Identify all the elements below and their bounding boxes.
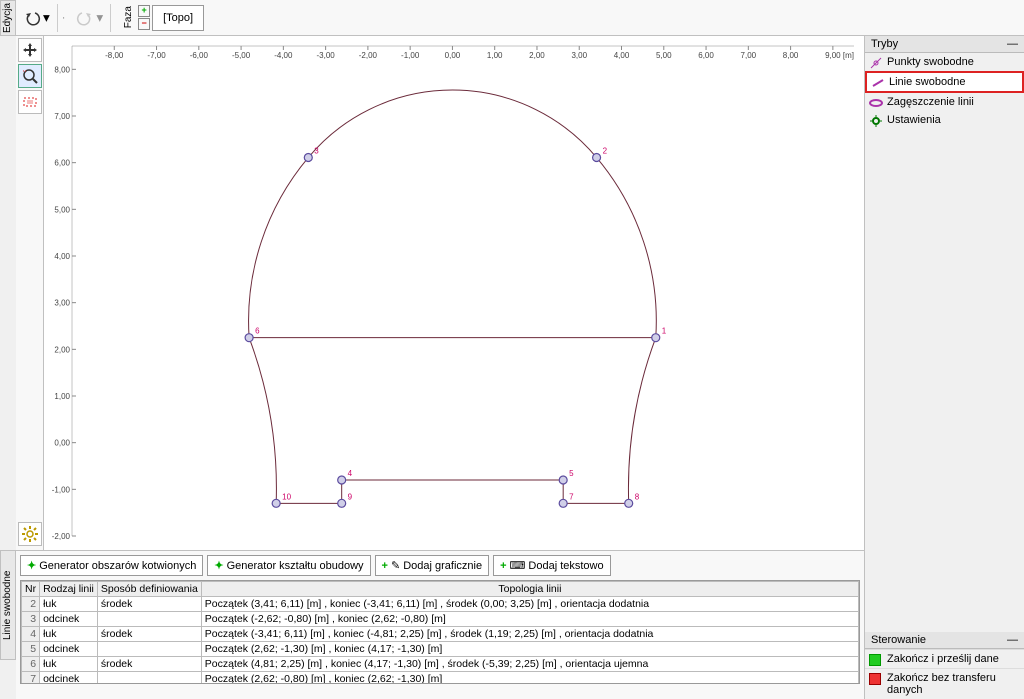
edycja-tab[interactable]: Edycja bbox=[0, 0, 16, 36]
finish-cancel-button[interactable]: Zakończ bez transferu danych bbox=[865, 668, 1024, 699]
svg-text:4,00: 4,00 bbox=[614, 51, 630, 60]
svg-text:2: 2 bbox=[603, 147, 608, 156]
topo-button[interactable]: [Topo] bbox=[152, 5, 204, 31]
svg-text:3,00: 3,00 bbox=[54, 299, 70, 308]
svg-text:-6,00: -6,00 bbox=[190, 51, 209, 60]
svg-text:5,00: 5,00 bbox=[656, 51, 672, 60]
bottom-panel: ✦Generator obszarów kotwionych ✦Generato… bbox=[16, 550, 864, 699]
add-graphic-button[interactable]: +✎ Dodaj graficznie bbox=[375, 555, 490, 576]
pan-tool[interactable] bbox=[18, 38, 42, 62]
col-nr: Nr bbox=[22, 582, 40, 597]
minimize-icon[interactable]: — bbox=[1007, 38, 1018, 50]
redo-button[interactable]: ▾ bbox=[71, 4, 108, 32]
toolbar-sep2 bbox=[110, 4, 119, 32]
svg-text:3,00: 3,00 bbox=[571, 51, 587, 60]
svg-text:-2,00: -2,00 bbox=[359, 51, 378, 60]
gen-shape-button[interactable]: ✦Generator kształtu obudowy bbox=[207, 555, 370, 576]
tryby-header: Tryby— bbox=[865, 36, 1024, 53]
table-row[interactable]: 2łukśrodekPoczątek (3,41; 6,11) [m] , ko… bbox=[22, 597, 859, 612]
right-panel: Tryby— Punkty swobodneLinie swobodneZagę… bbox=[864, 36, 1024, 699]
settings-gear[interactable] bbox=[18, 522, 42, 546]
svg-text:1,00: 1,00 bbox=[487, 51, 503, 60]
tryby-item-0[interactable]: Punkty swobodne bbox=[865, 53, 1024, 71]
svg-text:-7,00: -7,00 bbox=[147, 51, 166, 60]
svg-text:4: 4 bbox=[348, 469, 353, 478]
svg-text:7,00: 7,00 bbox=[741, 51, 757, 60]
toolbar-sep: · bbox=[57, 4, 70, 32]
svg-text:8: 8 bbox=[635, 492, 640, 501]
svg-text:3: 3 bbox=[314, 147, 319, 156]
svg-text:-8,00: -8,00 bbox=[105, 51, 124, 60]
plus-icon[interactable]: + bbox=[138, 5, 150, 17]
table-row[interactable]: 5odcinekPoczątek (2,62; -1,30) [m] , kon… bbox=[22, 642, 859, 657]
table-row[interactable]: 4łukśrodekPoczątek (-3,41; 6,11) [m] , k… bbox=[22, 627, 859, 642]
table-row[interactable]: 7odcinekPoczątek (2,62; -0,80) [m] , kon… bbox=[22, 672, 859, 685]
svg-text:7,00: 7,00 bbox=[54, 112, 70, 121]
tryby-item-2[interactable]: Zagęszczenie linii bbox=[865, 93, 1024, 111]
tryby-item-3[interactable]: Ustawienia bbox=[865, 111, 1024, 129]
finish-send-button[interactable]: Zakończ i prześlij dane bbox=[865, 649, 1024, 668]
lines-table: Nr Rodzaj linii Sposób definiowania Topo… bbox=[21, 581, 859, 684]
col-rodzaj: Rodzaj linii bbox=[40, 582, 98, 597]
tryby-item-1[interactable]: Linie swobodne bbox=[865, 71, 1024, 93]
left-toolbar bbox=[16, 36, 44, 550]
sterowanie-panel: Sterowanie— Zakończ i prześlij dane Zako… bbox=[865, 632, 1024, 699]
svg-text:-1,00: -1,00 bbox=[401, 51, 420, 60]
gen-anchor-button[interactable]: ✦Generator obszarów kotwionych bbox=[20, 555, 203, 576]
svg-text:[m]: [m] bbox=[843, 51, 854, 60]
svg-text:1: 1 bbox=[662, 327, 667, 336]
faza-label: Faza bbox=[121, 6, 136, 28]
svg-text:1,00: 1,00 bbox=[54, 392, 70, 401]
select-tool[interactable] bbox=[18, 90, 42, 114]
table-row[interactable]: 3odcinekPoczątek (-2,62; -0,80) [m] , ko… bbox=[22, 612, 859, 627]
sterowanie-header: Sterowanie— bbox=[865, 632, 1024, 649]
col-sposob: Sposób definiowania bbox=[97, 582, 201, 597]
col-topo: Topologia linii bbox=[201, 582, 858, 597]
minus-icon[interactable]: − bbox=[138, 18, 150, 30]
svg-text:9: 9 bbox=[348, 492, 353, 501]
svg-text:2,00: 2,00 bbox=[529, 51, 545, 60]
svg-text:10: 10 bbox=[282, 492, 291, 501]
svg-text:8,00: 8,00 bbox=[783, 51, 799, 60]
svg-text:0,00: 0,00 bbox=[445, 51, 461, 60]
svg-text:-3,00: -3,00 bbox=[317, 51, 336, 60]
svg-text:6,00: 6,00 bbox=[54, 159, 70, 168]
svg-text:6: 6 bbox=[255, 327, 260, 336]
table-row[interactable]: 6łukśrodekPoczątek (4,81; 2,25) [m] , ko… bbox=[22, 657, 859, 672]
svg-text:0,00: 0,00 bbox=[54, 439, 70, 448]
svg-text:7: 7 bbox=[569, 492, 574, 501]
add-text-button[interactable]: +⌨ Dodaj tekstowo bbox=[493, 555, 611, 576]
svg-text:4,00: 4,00 bbox=[54, 252, 70, 261]
svg-text:-5,00: -5,00 bbox=[232, 51, 251, 60]
linie-swobodne-tab[interactable]: Linie swobodne bbox=[0, 550, 16, 660]
svg-text:5,00: 5,00 bbox=[54, 205, 70, 214]
svg-text:8,00: 8,00 bbox=[54, 65, 70, 74]
svg-text:2,00: 2,00 bbox=[54, 345, 70, 354]
svg-text:-2,00: -2,00 bbox=[52, 532, 71, 541]
lines-table-wrap[interactable]: Nr Rodzaj linii Sposób definiowania Topo… bbox=[20, 580, 860, 684]
svg-text:9,00: 9,00 bbox=[825, 51, 841, 60]
faza-stepper[interactable]: +− bbox=[138, 5, 150, 30]
undo-button[interactable]: ▾ bbox=[18, 4, 55, 32]
svg-text:5: 5 bbox=[569, 469, 574, 478]
drawing-canvas[interactable]: -8,00 -7,00 -6,00 -5,00 -4,00 -3,00 -2,00 -1,00… bbox=[44, 36, 864, 550]
zoom-tool[interactable] bbox=[18, 64, 42, 88]
svg-text:-4,00: -4,00 bbox=[274, 51, 293, 60]
svg-text:-1,00: -1,00 bbox=[52, 485, 71, 494]
minimize-icon-2[interactable]: — bbox=[1007, 634, 1018, 646]
svg-text:6,00: 6,00 bbox=[698, 51, 714, 60]
top-toolbar: ▾ · ▾ Faza +− [Topo] bbox=[16, 0, 1024, 36]
